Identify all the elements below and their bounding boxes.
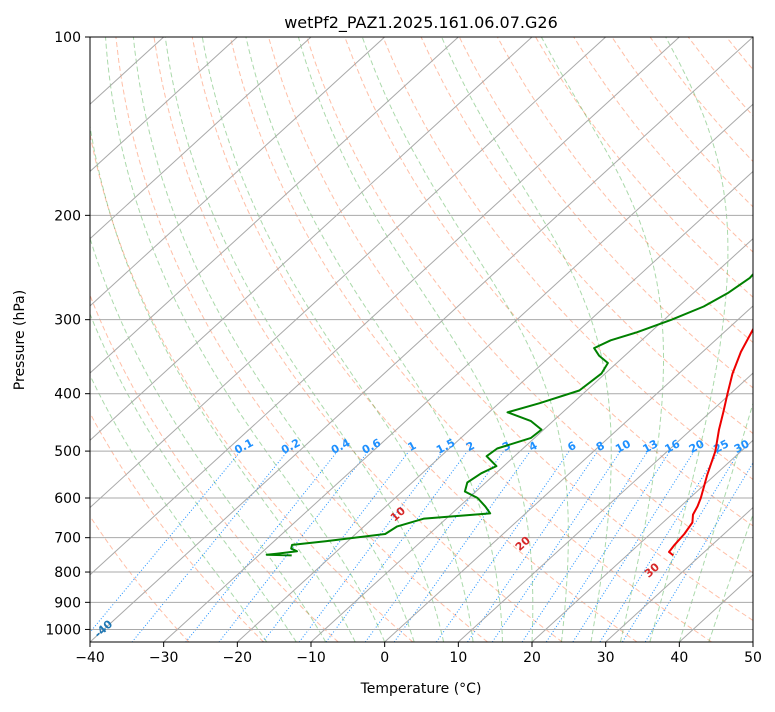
y-tick-label: 500 (54, 444, 81, 460)
y-tick-label: 700 (54, 531, 81, 547)
y-tick-label: 200 (54, 208, 81, 224)
x-axis-label: Temperature (°C) (360, 681, 482, 697)
x-tick-label: 40 (670, 650, 688, 666)
y-tick-label: 900 (54, 595, 81, 611)
y-tick-label: 600 (54, 491, 81, 507)
y-tick-label: 400 (54, 387, 81, 403)
x-tick-label: 20 (523, 650, 541, 666)
x-tick-label: −20 (223, 650, 253, 666)
y-axis-label: Pressure (hPa) (12, 290, 28, 390)
y-tick-label: 1000 (45, 622, 81, 638)
x-tick-label: 30 (597, 650, 615, 666)
x-tick-label: −40 (75, 650, 105, 666)
x-tick-label: 0 (380, 650, 389, 666)
y-tick-label: 100 (54, 30, 81, 46)
y-tick-label: 300 (54, 313, 81, 329)
x-tick-label: 10 (449, 650, 467, 666)
y-tick-label: 800 (54, 565, 81, 581)
chart-title: wetPf2_PAZ1.2025.161.06.07.G26 (284, 13, 558, 33)
x-tick-label: −30 (149, 650, 179, 666)
x-tick-label: 50 (744, 650, 762, 666)
x-tick-label: −10 (296, 650, 326, 666)
